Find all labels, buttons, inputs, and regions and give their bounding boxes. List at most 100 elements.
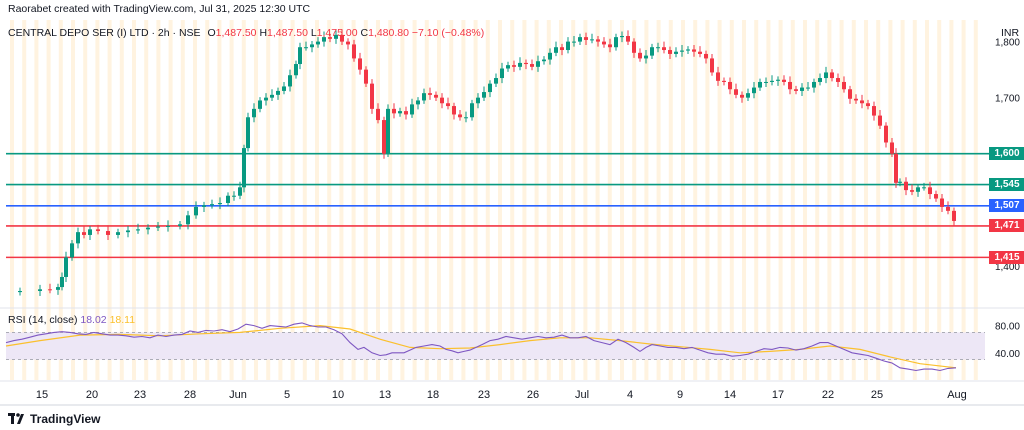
candle-body <box>386 108 390 154</box>
session-band <box>681 20 685 380</box>
candle-body <box>824 72 828 79</box>
candle-body <box>536 61 540 67</box>
time-tick-label: 23 <box>478 389 490 401</box>
candle-body <box>178 224 182 226</box>
session-band <box>876 20 881 380</box>
session-band <box>400 20 405 380</box>
brand-label: TradingView <box>30 412 101 426</box>
session-band <box>449 20 454 380</box>
candle-body <box>210 204 214 206</box>
candle-body <box>376 108 380 121</box>
candle-body <box>288 75 292 87</box>
session-band <box>571 20 576 380</box>
candle-body <box>596 39 600 42</box>
session-band <box>607 20 612 380</box>
session-band <box>205 20 210 380</box>
candle-body <box>258 100 262 109</box>
candle-body <box>746 93 750 98</box>
candle-body <box>276 90 280 95</box>
candle-body <box>506 65 510 69</box>
time-tick-label: 18 <box>427 389 439 401</box>
candle-body <box>56 287 60 290</box>
session-band <box>754 20 759 380</box>
candle-body <box>818 78 822 82</box>
candle-body <box>194 206 198 216</box>
candle-body <box>252 108 256 118</box>
candle-body <box>928 187 932 195</box>
session-band <box>864 20 868 380</box>
candle-body <box>632 41 636 53</box>
rsi-line <box>5 322 957 372</box>
time-tick-label: 20 <box>86 389 98 401</box>
candle-body <box>806 87 810 89</box>
candle-body <box>340 34 344 42</box>
session-band <box>461 20 466 380</box>
ohlc-o-label: O <box>207 27 216 39</box>
candle-body <box>854 98 858 101</box>
session-band <box>815 20 820 380</box>
session-band <box>144 20 149 380</box>
candle-body <box>246 117 250 149</box>
session-band <box>351 20 356 380</box>
candle-body <box>346 41 350 45</box>
candle-body <box>76 232 80 244</box>
session-band <box>705 20 710 380</box>
session-band <box>412 20 417 380</box>
candle-body <box>18 290 22 293</box>
session-band <box>485 20 490 380</box>
session-band <box>168 20 173 380</box>
session-band <box>302 20 307 380</box>
candle-body <box>910 190 914 192</box>
candle-body <box>894 153 898 183</box>
candle-body <box>794 89 798 91</box>
rsi-tick-label: 40.00 <box>995 349 1020 360</box>
candle-body <box>452 106 456 115</box>
candle-body <box>518 62 522 67</box>
candle-body <box>740 94 744 98</box>
candle-body <box>328 37 332 39</box>
candle-body <box>656 47 660 49</box>
rsi-band-fill <box>6 332 985 360</box>
session-band <box>254 20 258 380</box>
candle-body <box>800 87 804 91</box>
rsi-band <box>6 331 985 361</box>
candle-body <box>322 37 326 42</box>
candle-body <box>364 69 368 84</box>
candle-body <box>428 93 432 95</box>
session-band <box>266 20 271 380</box>
tradingview-brand[interactable]: TradingView <box>8 412 100 426</box>
session-band <box>278 20 283 380</box>
session-band <box>290 20 295 380</box>
session-band <box>888 20 893 380</box>
candle-body <box>422 93 426 101</box>
axes: 1,800 1,700 1,400 80.00 40.00 15 20 23 28 Jun 5 10 1… <box>0 38 1024 406</box>
candle-body <box>952 210 956 221</box>
level-badge: 1,545 <box>989 178 1024 191</box>
session-band <box>595 20 600 380</box>
candle-body <box>64 257 68 277</box>
time-tick-label: 22 <box>822 389 834 401</box>
candle-body <box>270 94 274 98</box>
candle-body <box>370 83 374 109</box>
session-band <box>729 20 734 380</box>
candle-body <box>352 44 356 59</box>
candle-body <box>692 49 696 52</box>
session-band <box>583 20 588 380</box>
session-band <box>473 20 478 380</box>
session-band <box>973 20 978 380</box>
session-band <box>241 20 246 380</box>
candle-body <box>202 205 206 207</box>
candle-body <box>680 50 684 52</box>
session-band <box>363 20 368 380</box>
candle-body <box>282 86 286 91</box>
candle-body <box>488 83 492 93</box>
ohlc-change: −7.10 (−0.48%) <box>411 27 485 39</box>
session-band <box>180 20 185 380</box>
session-band <box>693 20 698 380</box>
candle-body <box>922 187 926 189</box>
candle-body <box>872 106 876 116</box>
ohlc-low: 1,475.00 <box>316 27 358 39</box>
candle-body <box>608 44 612 48</box>
candle-body <box>752 87 756 94</box>
